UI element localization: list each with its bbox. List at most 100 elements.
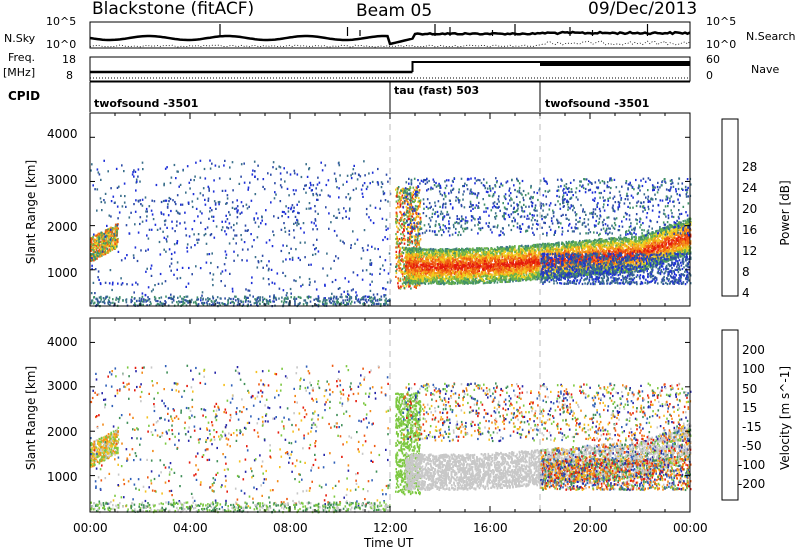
echo-cell xyxy=(344,299,347,302)
echo-cell xyxy=(105,237,108,240)
echo-cell xyxy=(405,272,407,275)
echo-cell xyxy=(304,184,306,187)
echo-cell xyxy=(273,294,275,297)
echo-cell xyxy=(684,219,686,222)
echo-cell xyxy=(196,298,198,301)
echo-cell xyxy=(337,301,339,304)
echo-cell xyxy=(248,205,250,208)
echo-cell xyxy=(235,242,237,245)
echo-cell xyxy=(229,272,231,275)
echo-cell xyxy=(380,199,382,202)
echo-cell xyxy=(372,297,374,300)
echo-cell xyxy=(412,186,415,189)
echo-cell xyxy=(256,236,259,239)
echo-cell xyxy=(395,246,397,249)
echo-cell xyxy=(548,253,551,256)
echo-cell xyxy=(288,194,290,197)
echo-cell xyxy=(664,254,667,257)
echo-cell xyxy=(677,236,680,239)
echo-cell xyxy=(220,272,222,275)
echo-cell xyxy=(602,266,604,269)
echo-cell xyxy=(314,248,316,251)
echo-cell xyxy=(488,279,491,282)
echo-cell xyxy=(398,269,401,272)
echo-cell xyxy=(225,233,228,236)
echo-cell xyxy=(231,161,234,164)
echo-cell xyxy=(365,213,368,216)
echo-cell xyxy=(417,242,419,245)
echo-cell xyxy=(395,222,397,225)
echo-cell xyxy=(477,250,479,254)
echo-cell xyxy=(296,203,298,206)
echo-cell xyxy=(595,249,598,252)
echo-cell xyxy=(243,181,246,184)
noise-panel xyxy=(89,21,691,49)
echo-cell xyxy=(97,233,100,236)
echo-cell xyxy=(206,303,209,306)
echo-cell xyxy=(317,297,320,300)
echo-cell xyxy=(97,251,99,254)
echo-cell xyxy=(105,241,107,244)
echo-cell xyxy=(166,166,168,169)
echo-cell xyxy=(299,301,301,305)
echo-cell xyxy=(98,252,100,255)
echo-cell xyxy=(114,236,117,239)
echo-cell xyxy=(298,200,300,203)
echo-cell xyxy=(548,242,550,245)
echo-cell xyxy=(262,185,264,188)
echo-cell xyxy=(225,202,227,205)
echo-cell xyxy=(406,254,409,258)
echo-cell xyxy=(133,203,135,206)
echo-cell xyxy=(342,183,344,186)
echo-cell xyxy=(120,194,122,197)
echo-cell xyxy=(477,272,479,276)
echo-cell xyxy=(240,299,242,302)
echo-cell xyxy=(96,209,98,212)
echo-cell xyxy=(328,299,331,302)
echo-cell xyxy=(397,227,399,230)
echo-cell xyxy=(104,245,107,248)
echo-cell xyxy=(306,303,308,306)
echo-cell xyxy=(398,287,400,290)
echo-cell xyxy=(383,269,386,272)
echo-cell xyxy=(686,245,688,249)
echo-cell xyxy=(348,293,350,296)
echo-cell xyxy=(105,239,108,242)
echo-cell xyxy=(170,209,172,213)
echo-cell xyxy=(134,246,137,249)
echo-cell xyxy=(269,299,271,302)
echo-cell xyxy=(154,298,156,301)
echo-cell xyxy=(181,203,184,206)
echo-cell xyxy=(398,256,400,259)
echo-cell xyxy=(197,303,200,306)
echo-cell xyxy=(211,209,213,212)
echo-cell xyxy=(629,251,632,254)
echo-cell xyxy=(331,292,333,295)
echo-cell xyxy=(103,242,106,246)
echo-cell xyxy=(593,251,596,254)
echo-cell xyxy=(410,247,412,250)
echo-cell xyxy=(155,299,157,303)
echo-cell xyxy=(139,180,141,183)
echo-cell xyxy=(388,299,390,302)
echo-cell xyxy=(414,236,416,239)
echo-cell xyxy=(365,269,368,272)
echo-cell xyxy=(637,243,640,246)
echo-cell xyxy=(413,200,415,204)
echo-cell xyxy=(385,302,387,305)
echo-cell xyxy=(359,300,361,303)
echo-cell xyxy=(250,233,252,236)
echo-cell xyxy=(343,290,345,293)
echo-cell xyxy=(614,254,617,257)
echo-cell xyxy=(156,228,159,231)
echo-cell xyxy=(203,167,206,171)
echo-cell xyxy=(365,187,368,191)
echo-cell xyxy=(330,221,332,224)
echo-cell xyxy=(347,303,349,306)
echo-cell xyxy=(523,272,525,275)
echo-cell xyxy=(208,187,210,190)
echo-cell xyxy=(92,302,95,305)
echo-cell xyxy=(288,229,291,232)
echo-cell xyxy=(309,181,312,184)
echo-cell xyxy=(204,232,207,236)
